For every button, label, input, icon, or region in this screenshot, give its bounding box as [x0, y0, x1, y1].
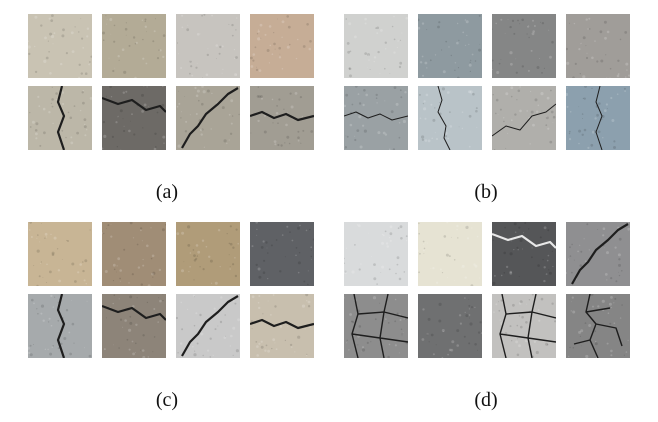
caption-a: (a): [155, 181, 179, 203]
caption-d: (d): [474, 389, 498, 411]
texture-tile-cream-plain-surface: [418, 222, 482, 286]
panel-a-image-grid: [28, 14, 328, 214]
texture-tile-concrete-small-holes: [176, 14, 240, 78]
texture-tile-cracked-beige-concrete: [250, 294, 314, 358]
texture-tile-spalled-concrete: [250, 86, 314, 150]
texture-tile-plain-concrete-speckled: [28, 14, 92, 78]
texture-tile-cracked-asphalt: [492, 222, 556, 286]
caption-c: (c): [155, 389, 179, 411]
texture-tile-cracked-brown-surface: [102, 294, 166, 358]
texture-tile-cracked-light-concrete: [176, 294, 240, 358]
texture-tile-white-stained-concrete: [344, 222, 408, 286]
texture-tile-dark-mottled-concrete: [418, 294, 482, 358]
texture-tile-cracked-dark-surface: [102, 86, 166, 150]
texture-tile-sandy-surface: [28, 222, 92, 286]
texture-tile-cracked-concrete-2: [176, 86, 240, 150]
texture-tile-cracked-slab-2: [492, 86, 556, 150]
texture-tile-dark-asphalt: [250, 222, 314, 286]
texture-tile-alligator-cracked-concrete: [492, 294, 556, 358]
texture-tile-cracked-grey-concrete: [28, 294, 92, 358]
texture-tile-concrete-wall-seam: [344, 14, 408, 78]
caption-b: (b): [474, 181, 498, 203]
texture-tile-cracked-stone-surface: [566, 222, 630, 286]
texture-tile-gravel-surface: [102, 222, 166, 286]
texture-tile-wavy-texture-surface: [250, 14, 314, 78]
panel-d-image-grid: [344, 222, 644, 422]
texture-tile-concrete-with-white-patch: [102, 14, 166, 78]
texture-tile-rough-grey-concrete: [566, 14, 630, 78]
texture-tile-cracked-concrete-1: [28, 86, 92, 150]
texture-tile-cracked-light-slab: [418, 86, 482, 150]
texture-tile-sand-with-footprint: [176, 222, 240, 286]
texture-tile-cracked-blue-slab: [566, 86, 630, 150]
panel-b-image-grid: [344, 14, 644, 214]
texture-tile-cracked-dark-grey-slab: [566, 294, 630, 358]
texture-tile-cracked-slab-1: [344, 86, 408, 150]
texture-tile-concrete-grey-stain: [492, 14, 556, 78]
texture-tile-network-cracked-concrete: [344, 294, 408, 358]
panel-c-image-grid: [28, 222, 328, 422]
texture-tile-concrete-blue-grey: [418, 14, 482, 78]
